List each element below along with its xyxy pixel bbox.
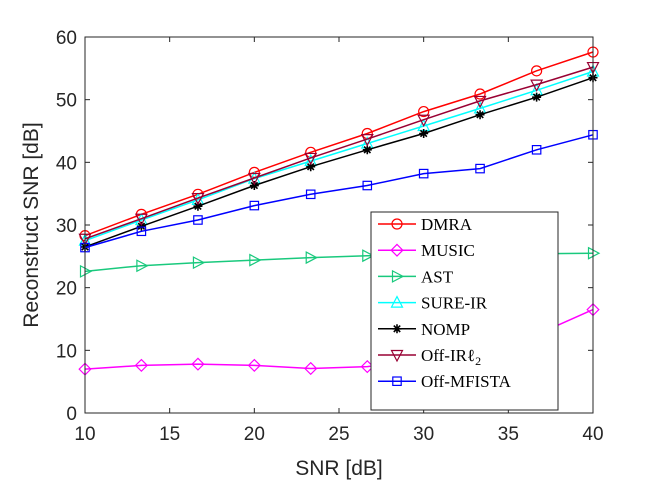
data-point-music	[134, 358, 149, 373]
x-axis-title: SNR [dB]	[295, 457, 383, 480]
legend-marker-music	[390, 243, 404, 257]
data-point-off-ir-2	[247, 172, 261, 186]
data-point-off-mfista	[418, 168, 429, 179]
data-point-nomp	[532, 92, 542, 102]
data-point-off-mfista	[193, 215, 203, 225]
legend-label-ast: AST	[421, 267, 454, 286]
legend: DMRA MUSIC AST SURE-IR NOMP Off-IRℓ2 Off-MFIST…	[370, 211, 559, 411]
y-tick-label: 20	[56, 279, 77, 300]
data-point-ast	[587, 246, 601, 260]
data-point-off-mfista	[305, 189, 316, 200]
x-tick-label: 15	[159, 424, 180, 445]
data-point-off-ir-2	[304, 152, 318, 166]
data-point-off-ir-2	[530, 79, 544, 92]
legend-marker-sure-ir	[390, 295, 404, 308]
series-line-off-mfista	[84, 134, 594, 249]
data-point-ast	[136, 259, 149, 273]
data-point-music	[191, 357, 205, 371]
series-line-nomp	[84, 76, 594, 248]
legend-label-off-ir-2: Off-IRℓ2	[421, 346, 481, 368]
legend-marker-off-ir-2	[390, 349, 404, 363]
data-point-nomp	[362, 145, 372, 155]
data-point-ast	[362, 249, 375, 263]
x-tick-label: 30	[413, 424, 434, 445]
legend-marker-off-mfista	[392, 376, 402, 386]
data-point-ast	[249, 253, 262, 267]
data-point-off-ir-2	[134, 213, 148, 227]
data-point-ast	[79, 264, 93, 278]
data-point-nomp	[306, 162, 316, 172]
y-tick-label: 60	[56, 28, 77, 49]
y-tick-label: 10	[56, 341, 77, 362]
series-line-off-ir-2	[84, 66, 594, 240]
data-point-nomp	[136, 221, 146, 231]
legend-entry-off-ir-2: Off-IRℓ2	[378, 346, 481, 368]
legend-label-off-mfista: Off-MFISTA	[421, 372, 512, 391]
y-tick-label: 0	[66, 404, 77, 425]
x-tick-label: 10	[74, 424, 95, 445]
legend-entry-nomp: NOMP	[378, 320, 470, 339]
data-point-off-mfista	[362, 180, 373, 191]
data-point-music	[247, 358, 261, 373]
y-tick-label: 30	[56, 216, 77, 237]
data-point-off-ir-2	[473, 95, 487, 109]
y-axis-title: Reconstruct SNR [dB]	[20, 122, 43, 327]
x-tick-label: 20	[244, 424, 265, 445]
data-point-nomp	[249, 181, 259, 191]
series-line-dmra	[84, 51, 594, 237]
legend-box	[370, 211, 559, 411]
x-tick-label: 40	[582, 424, 603, 445]
legend-label-sure-ir: SURE-IR	[421, 294, 488, 313]
series-off-ir-2	[78, 61, 600, 247]
data-point-off-ir-2	[191, 192, 205, 206]
legend-label-dmra: DMRA	[421, 215, 473, 234]
legend-marker-ast	[391, 269, 405, 283]
data-point-dmra	[418, 105, 430, 118]
legend-marker-dmra	[391, 218, 403, 230]
data-point-off-ir-2	[417, 114, 431, 128]
data-point-off-mfista	[475, 163, 485, 174]
data-point-dmra	[531, 65, 543, 77]
series-off-mfista	[80, 129, 598, 253]
data-point-dmra	[474, 88, 486, 100]
data-point-ast	[192, 256, 206, 270]
legend-marker-nomp	[392, 324, 402, 334]
data-point-off-mfista	[249, 200, 260, 211]
data-point-off-mfista	[136, 226, 147, 237]
legend-label-music: MUSIC	[421, 241, 475, 260]
data-point-nomp	[475, 110, 485, 120]
legend-entry-off-mfista: Off-MFISTA	[378, 372, 512, 391]
series-line-sure-ir	[84, 70, 594, 242]
data-point-off-ir-2	[360, 134, 374, 147]
data-point-music	[304, 361, 318, 376]
x-tick-label: 25	[328, 424, 349, 445]
y-tick-label: 50	[56, 91, 77, 112]
legend-entry-sure-ir: SURE-IR	[378, 294, 488, 313]
legend-entry-dmra: DMRA	[378, 215, 473, 234]
data-point-nomp	[419, 129, 429, 139]
data-point-ast	[305, 251, 319, 265]
legend-label-subscript: 2	[475, 354, 481, 368]
data-point-off-mfista	[531, 145, 542, 155]
legend-label-nomp: NOMP	[421, 320, 470, 339]
data-point-nomp	[193, 201, 203, 211]
legend-entry-music: MUSIC	[378, 241, 475, 260]
x-tick-label: 35	[498, 424, 519, 445]
y-tick-label: 40	[56, 153, 77, 174]
legend-entry-ast: AST	[378, 267, 454, 286]
